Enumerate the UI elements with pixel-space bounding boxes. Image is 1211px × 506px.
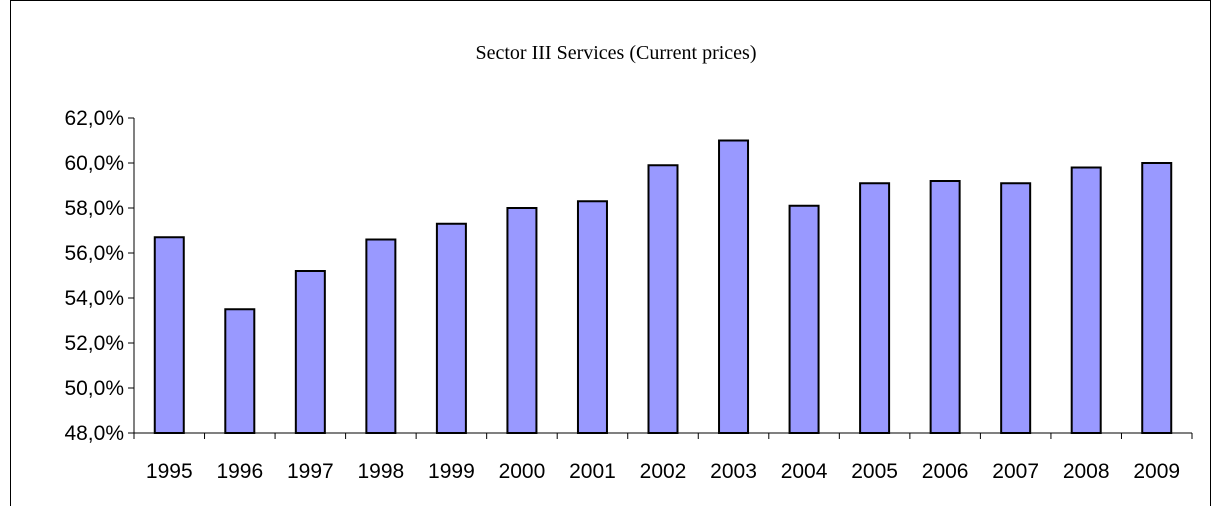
- x-tick-label: 2002: [640, 460, 687, 483]
- x-tick-label: 2006: [922, 460, 969, 483]
- bar-2005: [859, 182, 891, 434]
- bar-2000: [506, 207, 538, 434]
- y-tick-label: 56,0%: [64, 242, 124, 265]
- x-tick-label: 2000: [499, 460, 546, 483]
- bar-2002: [647, 164, 679, 434]
- x-axis: 1995 1996 1997 1998 1999 2000 2001 2002 2003 2004…: [133, 432, 1193, 483]
- bar-1995: [153, 236, 185, 434]
- bar-1996: [224, 308, 256, 434]
- y-tick-label: 62,0%: [64, 107, 124, 130]
- bars: [153, 139, 1173, 434]
- x-tick-label: 2003: [710, 460, 757, 483]
- x-tick-label: 1999: [428, 460, 475, 483]
- y-tick-label: 54,0%: [64, 287, 124, 310]
- bar-2004: [788, 204, 820, 434]
- x-tick-label: 2004: [781, 460, 828, 483]
- x-tick-label: 1995: [146, 460, 193, 483]
- bar-2006: [929, 180, 961, 434]
- y-tick-label: 50,0%: [64, 377, 124, 400]
- chart-title: Sector III Services (Current prices): [476, 42, 757, 64]
- x-tick-label: 2001: [569, 460, 616, 483]
- y-axis: 48,0% 50,0% 52,0% 54,0% 56,0% 58,0% 60,0% 62,0%: [64, 107, 135, 445]
- y-tick-label: 52,0%: [64, 332, 124, 355]
- bar-2009: [1141, 162, 1173, 434]
- x-tick-label: 2009: [1133, 460, 1180, 483]
- bar-1997: [294, 270, 326, 434]
- x-tick-label: 1998: [358, 460, 405, 483]
- x-tick-label: 2007: [992, 460, 1039, 483]
- bar-2001: [576, 200, 608, 434]
- x-tick-label: 1996: [216, 460, 263, 483]
- y-tick-label: 48,0%: [64, 422, 124, 445]
- bar-2003: [718, 139, 750, 434]
- x-tick-label: 1997: [287, 460, 334, 483]
- y-tick-label: 60,0%: [64, 152, 124, 175]
- x-tick-label: 2005: [851, 460, 898, 483]
- bar-2008: [1070, 166, 1102, 434]
- bar-1998: [365, 238, 397, 434]
- x-tick-label: 2008: [1063, 460, 1110, 483]
- bar-1999: [435, 222, 467, 434]
- y-tick-label: 58,0%: [64, 197, 124, 220]
- bar-2007: [1000, 182, 1032, 434]
